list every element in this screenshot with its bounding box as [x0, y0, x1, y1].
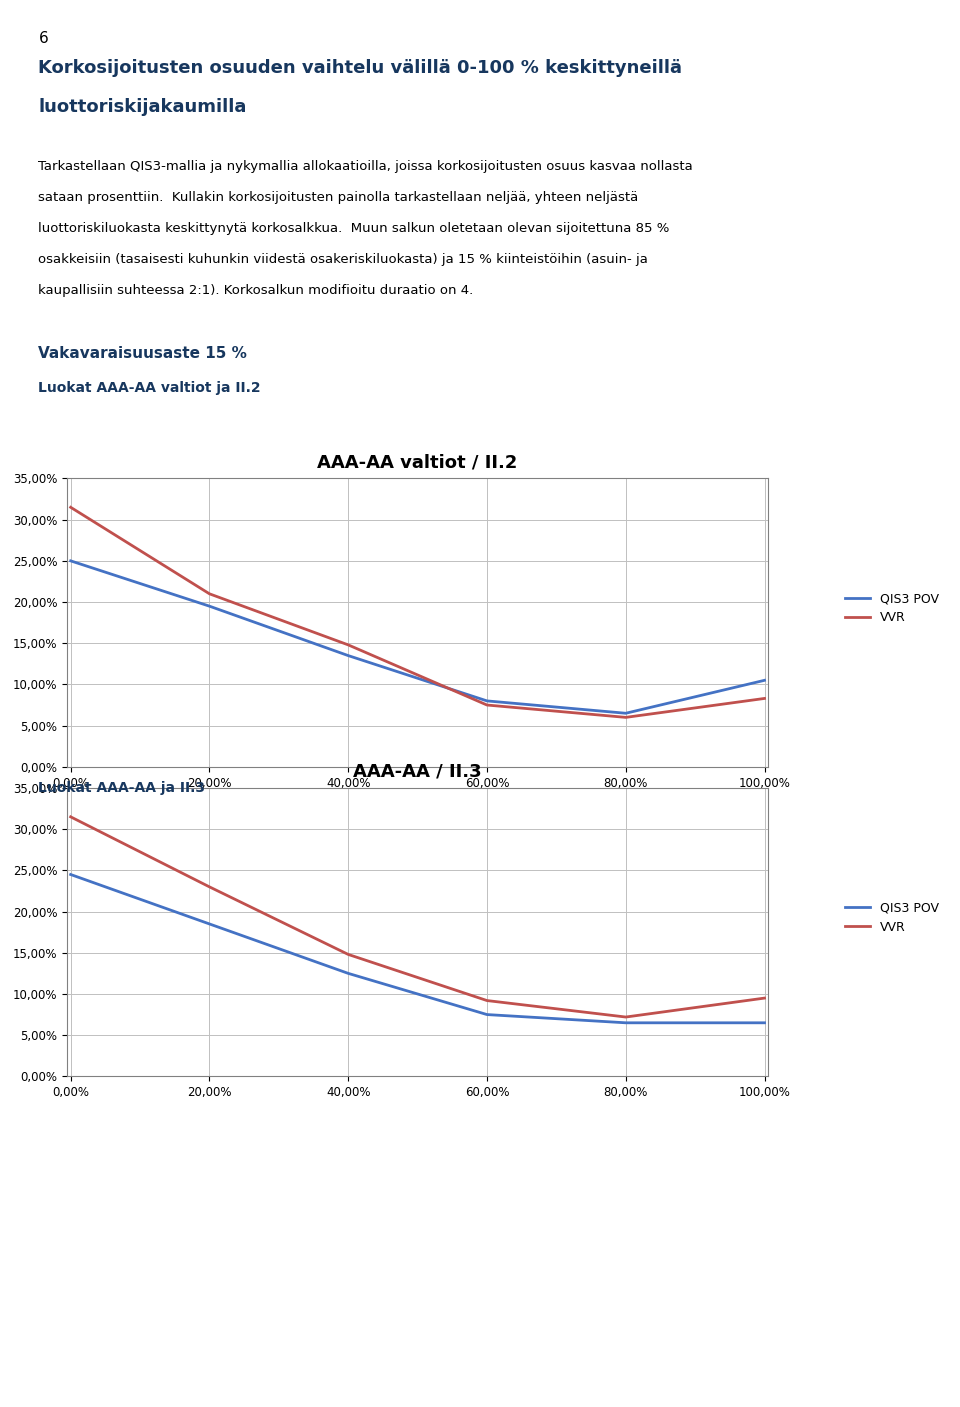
Legend: QIS3 POV, VVR: QIS3 POV, VVR — [840, 587, 944, 629]
Text: luottoriskijakaumilla: luottoriskijakaumilla — [38, 98, 247, 117]
Text: Tarkastellaan QIS3-mallia ja nykymallia allokaatioilla, joissa korkosijoitusten : Tarkastellaan QIS3-mallia ja nykymallia … — [38, 160, 693, 173]
Legend: QIS3 POV, VVR: QIS3 POV, VVR — [840, 896, 944, 938]
Title: AAA-AA valtiot / II.2: AAA-AA valtiot / II.2 — [318, 453, 517, 471]
Title: AAA-AA / II.3: AAA-AA / II.3 — [353, 763, 482, 781]
Text: sataan prosenttiin.  Kullakin korkosijoitusten painolla tarkastellaan neljää, yh: sataan prosenttiin. Kullakin korkosijoit… — [38, 191, 638, 204]
Text: luottoriskiluokasta keskittynytä korkosalkkua.  Muun salkun oletetaan olevan sij: luottoriskiluokasta keskittynytä korkosa… — [38, 222, 670, 235]
Text: osakkeisiin (tasaisesti kuhunkin viidestä osakeriskiluokasta) ja 15 % kiinteistö: osakkeisiin (tasaisesti kuhunkin viidest… — [38, 253, 648, 266]
Text: Korkosijoitusten osuuden vaihtelu välillä 0-100 % keskittyneillä: Korkosijoitusten osuuden vaihtelu välill… — [38, 59, 683, 77]
Text: Vakavaraisuusaste 15 %: Vakavaraisuusaste 15 % — [38, 346, 248, 362]
Text: Luokat AAA-AA valtiot ja II.2: Luokat AAA-AA valtiot ja II.2 — [38, 381, 261, 395]
Text: Luokat AAA-AA ja II.3: Luokat AAA-AA ja II.3 — [38, 781, 205, 795]
Text: 6: 6 — [38, 31, 48, 46]
Text: kaupallisiin suhteessa 2:1). Korkosalkun modifioitu duraatio on 4.: kaupallisiin suhteessa 2:1). Korkosalkun… — [38, 284, 473, 297]
